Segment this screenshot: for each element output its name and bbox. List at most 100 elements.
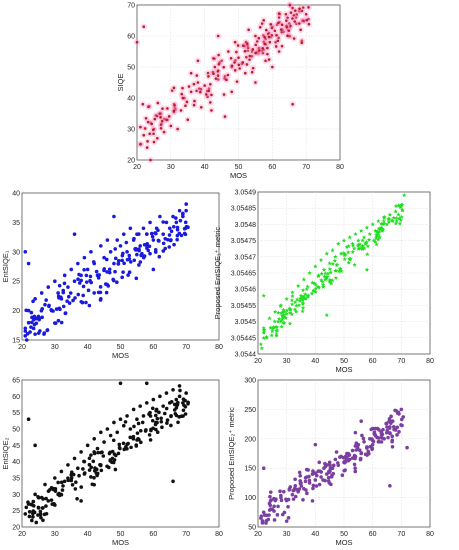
data-point	[389, 414, 393, 419]
data-point	[298, 9, 301, 13]
data-point	[73, 296, 77, 300]
data-point	[338, 251, 344, 256]
data-point	[389, 218, 395, 223]
data-point	[377, 428, 381, 432]
y-axis-label: EntSIQE₂	[1, 437, 10, 469]
data-point	[272, 518, 277, 522]
data-point	[30, 502, 34, 507]
data-point	[216, 74, 220, 77]
data-point	[77, 272, 81, 277]
data-point	[138, 404, 142, 408]
data-point	[101, 454, 106, 458]
data-point	[160, 119, 164, 123]
data-point	[39, 291, 44, 295]
data-point	[121, 270, 125, 274]
data-point	[51, 486, 56, 491]
y-tick-label: 20	[12, 308, 20, 315]
data-point	[327, 460, 332, 465]
data-point	[323, 464, 328, 469]
data-point	[261, 293, 266, 298]
x-tick-label: 50	[117, 531, 125, 538]
data-point	[70, 483, 75, 487]
data-point	[100, 450, 104, 455]
data-point	[46, 499, 51, 503]
data-point	[266, 52, 269, 56]
data-point	[284, 497, 288, 502]
data-point	[121, 251, 125, 256]
data-point	[321, 284, 326, 289]
data-point	[273, 325, 278, 330]
data-point	[132, 258, 137, 263]
data-point	[289, 311, 295, 317]
data-point	[390, 434, 395, 439]
data-point	[154, 427, 158, 432]
data-point	[46, 285, 51, 289]
y-tick-label: 3.05455	[231, 303, 256, 310]
data-point	[84, 280, 89, 284]
data-point	[102, 268, 106, 273]
data-point	[86, 288, 91, 293]
data-point	[73, 487, 78, 491]
data-point	[326, 479, 331, 483]
data-point	[290, 290, 295, 295]
data-point	[159, 116, 162, 119]
y-tick-label: 3.0544	[235, 352, 257, 359]
data-point	[108, 450, 112, 455]
data-point	[166, 237, 170, 242]
data-point	[56, 318, 61, 323]
data-point	[153, 117, 157, 121]
data-point	[323, 478, 327, 483]
data-point	[184, 226, 188, 230]
data-point	[352, 453, 357, 458]
data-point	[43, 302, 47, 307]
data-point	[27, 510, 32, 514]
data-point	[237, 63, 241, 67]
data-point	[158, 394, 162, 399]
data-point	[158, 214, 162, 219]
data-point	[96, 276, 101, 280]
data-point	[388, 484, 392, 488]
data-point	[233, 69, 237, 72]
data-point	[261, 328, 267, 333]
data-point	[394, 218, 399, 224]
data-point	[137, 248, 141, 253]
data-point	[284, 296, 289, 301]
data-point	[245, 55, 248, 59]
data-point	[384, 222, 390, 227]
data-point	[332, 258, 338, 263]
data-point	[225, 78, 228, 82]
data-point	[395, 425, 400, 430]
data-point	[72, 456, 77, 461]
data-point	[159, 419, 164, 424]
data-point	[301, 498, 305, 502]
data-point	[149, 158, 152, 162]
data-point	[91, 459, 96, 464]
data-point	[161, 404, 165, 408]
data-point	[92, 451, 97, 456]
data-point	[286, 516, 291, 520]
data-point	[295, 22, 298, 25]
data-point	[284, 519, 289, 523]
data-point	[96, 450, 100, 455]
data-point	[199, 88, 203, 91]
data-point	[155, 416, 160, 421]
data-point	[102, 255, 106, 260]
x-tick-label: 60	[149, 344, 157, 351]
data-point	[139, 142, 142, 146]
data-point	[134, 444, 139, 448]
data-point	[126, 273, 130, 277]
data-point	[297, 298, 303, 303]
data-point	[261, 466, 266, 471]
y-tick-label: 60	[12, 394, 20, 401]
data-point	[261, 325, 266, 330]
data-point	[326, 475, 331, 480]
data-point	[246, 49, 249, 52]
data-point	[353, 469, 358, 474]
data-point	[156, 238, 161, 243]
data-point	[262, 40, 266, 44]
data-point	[135, 417, 139, 422]
data-point	[241, 44, 245, 47]
y-tick-label: 3.05475	[231, 238, 256, 245]
data-point	[30, 315, 34, 320]
data-point	[87, 456, 92, 461]
